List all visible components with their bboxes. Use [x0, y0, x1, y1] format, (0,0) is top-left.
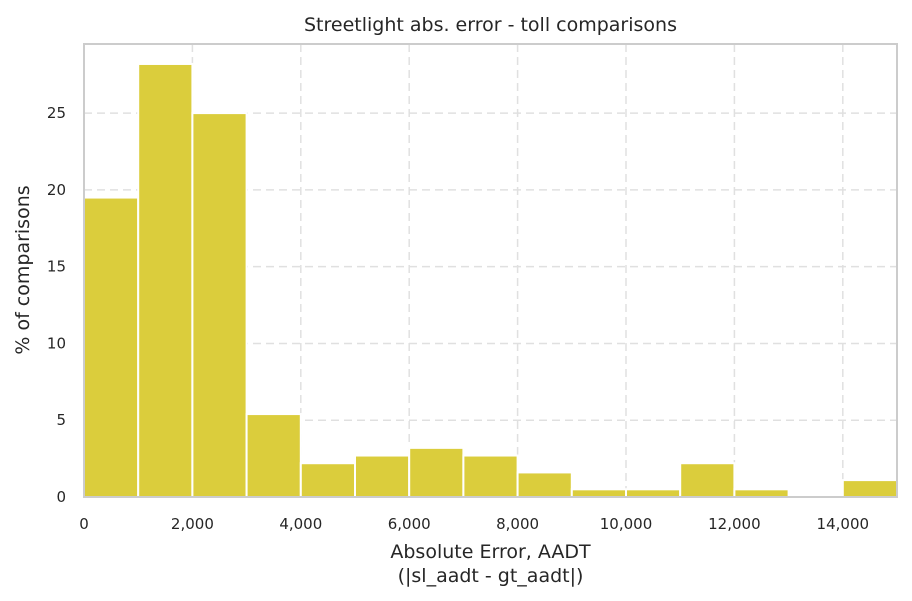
histogram-bar — [354, 454, 411, 498]
histogram-bar — [408, 446, 465, 499]
x-axis-label: Absolute Error, AADT — [390, 541, 591, 563]
plot-frame — [83, 43, 898, 498]
y-tick-label: 25 — [47, 104, 66, 122]
x-tick-label: 8,000 — [496, 515, 539, 533]
histogram-bar — [191, 112, 248, 499]
histogram-bar — [516, 471, 573, 499]
y-tick-label: 0 — [56, 488, 66, 506]
y-tick-label: 20 — [47, 181, 66, 199]
x-tick-label: 4,000 — [279, 515, 322, 533]
histogram-bar — [570, 488, 627, 498]
y-tick-label: 5 — [56, 411, 66, 429]
x-tick-label: 6,000 — [388, 515, 431, 533]
x-axis-label-line2: (|sl_aadt - gt_aadt|) — [398, 565, 584, 587]
histogram-bar — [299, 462, 356, 498]
histogram-bar — [245, 413, 302, 499]
x-tick-label: 10,000 — [600, 515, 653, 533]
histogram-bar — [462, 454, 519, 498]
histogram-bar — [625, 488, 682, 498]
histogram-bar — [841, 479, 898, 498]
bars — [83, 62, 898, 499]
y-axis-label: % of comparisons — [12, 185, 34, 354]
chart-title: Streetlight abs. error - toll comparison… — [304, 14, 677, 36]
histogram-bar — [83, 196, 140, 498]
histogram-bar — [679, 462, 736, 498]
x-tick-label: 2,000 — [171, 515, 214, 533]
y-tick-labels: 0 5 10 15 20 25 — [47, 104, 66, 506]
x-tick-labels: 0 2,000 4,000 6,000 8,000 10,000 12,000 14,000 — [79, 515, 869, 533]
x-tick-label: 12,000 — [708, 515, 761, 533]
histogram-bar — [137, 62, 194, 499]
y-tick-label: 10 — [47, 334, 66, 352]
histogram-bar — [733, 488, 790, 498]
x-tick-label: 14,000 — [817, 515, 870, 533]
y-tick-label: 15 — [47, 258, 66, 276]
x-tick-label: 0 — [79, 515, 89, 533]
